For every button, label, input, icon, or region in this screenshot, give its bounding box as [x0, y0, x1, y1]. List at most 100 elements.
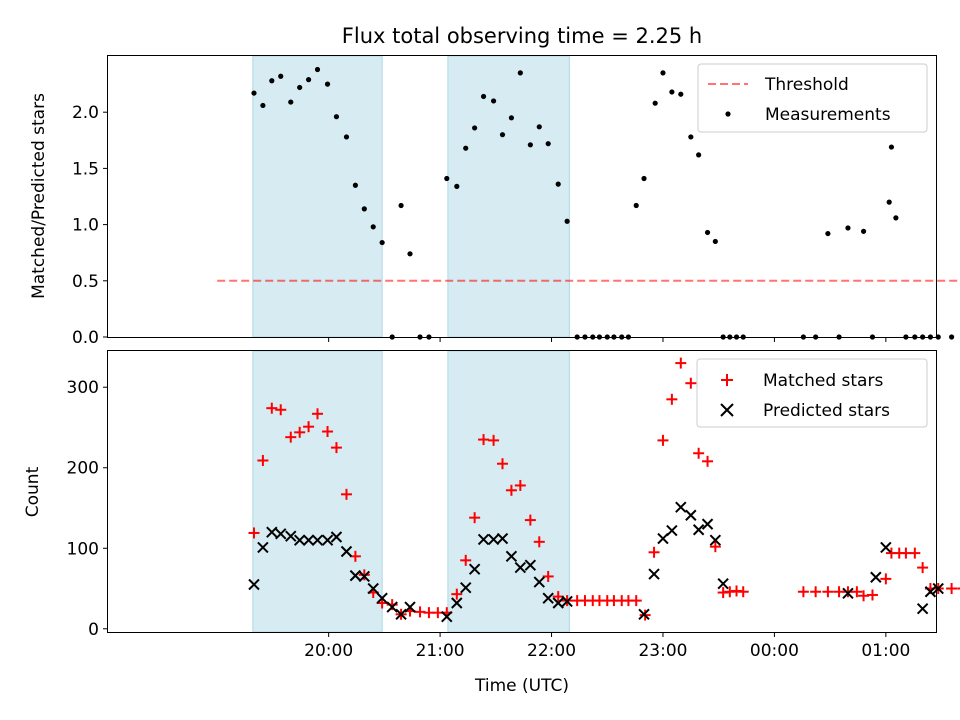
top-ytick-label-2.0: 2.0	[72, 103, 99, 123]
measurement-point	[398, 202, 404, 209]
measurement-point	[527, 142, 533, 148]
top-ytick-label-1.0: 1.0	[72, 216, 99, 236]
predicted-x-b	[932, 582, 944, 595]
measurement-point	[886, 199, 892, 205]
measurement-point	[288, 99, 294, 105]
matched-star-point	[675, 357, 687, 369]
matched-star-point	[822, 586, 834, 598]
predicted-x-b	[657, 532, 669, 545]
bottom-shaded-interval-1	[252, 350, 383, 633]
predicted-x-b	[386, 601, 398, 613]
predicted-star-point	[932, 582, 944, 595]
predicted-star-point	[311, 534, 324, 546]
predicted-x-b	[880, 541, 892, 554]
predicted-x-b	[358, 570, 371, 583]
matched-star-point	[909, 547, 921, 559]
bottom-ytick-label-0: 0	[88, 620, 99, 640]
matched-star-point	[469, 512, 481, 524]
predicted-x-b	[367, 582, 379, 595]
matched-star-point	[524, 514, 536, 526]
predicted-x-b	[477, 533, 490, 546]
measurement-point	[652, 100, 658, 106]
measurement-point	[314, 66, 321, 73]
matched-star-point	[505, 484, 517, 496]
predicted-x-b	[514, 561, 527, 574]
top-shaded-interval-2	[447, 55, 570, 338]
measurement-point	[463, 145, 469, 151]
matched-star-point	[917, 562, 929, 574]
predicted-x-b	[496, 532, 509, 545]
predicted-star-point	[701, 518, 714, 530]
predicted-star-point	[321, 534, 334, 546]
measurement-point	[490, 98, 497, 104]
predicted-x-b	[717, 577, 729, 590]
matched-star-point	[451, 588, 463, 600]
matched-star-point	[702, 455, 714, 467]
legend-measurements-label: Measurements	[765, 105, 891, 125]
predicted-star-point	[842, 587, 854, 600]
legend-predicted-swatch	[720, 403, 734, 417]
predicted-star-point	[367, 582, 379, 595]
predicted-star-point	[376, 592, 388, 604]
measurement-point	[361, 206, 367, 212]
predicted-x-b	[870, 571, 882, 583]
matched-star-point	[552, 591, 564, 603]
matched-star-point	[693, 447, 705, 459]
matched-star-point	[866, 589, 878, 601]
predicted-x-b	[441, 610, 453, 623]
predicted-x-b	[638, 608, 650, 620]
predicted-x-b	[692, 524, 705, 536]
top-shaded-interval-1	[252, 55, 383, 338]
measurement-point	[352, 182, 358, 188]
matched-star-point	[514, 479, 526, 491]
measurement-point	[379, 239, 385, 246]
matched-star-point	[880, 573, 892, 585]
matched-star-point	[648, 546, 660, 558]
predicted-star-point	[386, 601, 398, 613]
bottom-axes-frame	[107, 350, 937, 633]
predicted-star-point	[468, 563, 481, 575]
predicted-star-point	[358, 570, 371, 583]
bottom-legend-box	[696, 358, 928, 428]
measurement-point	[545, 141, 551, 147]
matched-star-point	[460, 554, 472, 566]
xtick-label-2200: 22:00	[527, 641, 576, 661]
predicted-x-b	[675, 501, 687, 513]
predicted-x-b	[275, 528, 287, 540]
predicted-x-b	[248, 578, 260, 591]
top-ytick-label-0.5: 0.5	[72, 272, 99, 292]
measurement-point	[407, 251, 413, 257]
top-legend: Threshold Measurements	[697, 63, 928, 133]
matched-star-point	[358, 569, 370, 581]
predicted-star-point	[340, 545, 353, 558]
legend-matched-swatch	[721, 374, 733, 386]
predicted-star-point	[524, 559, 537, 571]
predicted-star-point	[692, 524, 705, 536]
xtick-label-2000: 20:00	[304, 641, 353, 661]
predicted-x-b	[924, 586, 937, 598]
predicted-star-point	[675, 501, 687, 513]
predicted-x-b	[842, 587, 854, 600]
predicted-x-b	[487, 533, 500, 546]
xtick-label-2100: 21:00	[416, 641, 465, 661]
legend-predicted-label: Predicted stars	[763, 401, 890, 421]
predicted-x-b	[505, 550, 518, 563]
predicted-x-b	[552, 597, 564, 609]
figure-title: Flux total observing time = 2.25 h	[342, 24, 702, 48]
bottom-legend: Matched stars Predicted stars	[696, 358, 928, 428]
predicted-star-point	[477, 533, 490, 546]
measurement-point	[893, 215, 899, 221]
matched-star-point	[737, 586, 749, 598]
predicted-x-b	[395, 608, 407, 620]
measurement-point	[704, 229, 711, 236]
predicted-x-b	[349, 569, 362, 582]
bottom-ytick-label-300: 300	[67, 378, 99, 398]
xtick-label-0000: 00:00	[750, 641, 799, 661]
predicted-x-b	[285, 530, 297, 542]
predicted-star-point	[648, 568, 660, 580]
predicted-star-point	[404, 601, 416, 613]
predicted-star-point	[533, 576, 545, 588]
matched-star-point	[685, 377, 697, 389]
predicted-x-b	[685, 509, 697, 521]
measurement-point	[251, 90, 257, 96]
